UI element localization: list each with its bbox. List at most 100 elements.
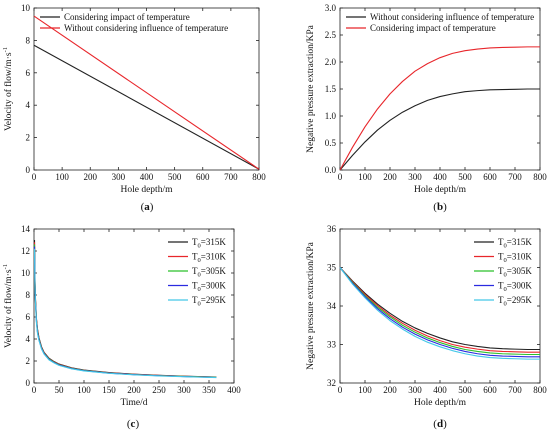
x-tick-label: 300 [408, 385, 422, 395]
series-line-5 [33, 248, 217, 379]
chart-panel-d: 0 100 200 300 400 500 600 700 800 32 33 34 35 36 Hole … [306, 224, 547, 430]
x-tick-label: 500 [458, 172, 472, 182]
x-tick-label: 300 [112, 172, 126, 182]
legend-label-suffix: =300K [507, 281, 533, 291]
x-tick-label: 500 [458, 385, 472, 395]
legend-label-3: T0=305K [498, 266, 532, 279]
legend-label-subscript: 0 [504, 286, 507, 293]
panel-caption: (c) [127, 418, 140, 430]
legend-label-main: T [498, 266, 504, 276]
panel-caption: (b) [433, 201, 447, 213]
series-line-2 [33, 15, 260, 170]
x-tick-label: 0 [338, 385, 343, 395]
series-line-2 [33, 242, 217, 378]
legend-label-main: T [498, 237, 504, 247]
y-axis-label-main: Velocity of flow/m·s [3, 269, 14, 348]
series-line-2 [339, 46, 540, 171]
x-tick-label: 400 [433, 172, 447, 182]
panel-caption-close: ) [135, 418, 139, 430]
panel-caption-letter: b [437, 201, 443, 213]
y-tick-label: 8 [26, 35, 31, 45]
x-tick-label: 50 [55, 385, 65, 395]
legend-label-subscript: 0 [504, 301, 507, 308]
legend-label-suffix: =310K [507, 252, 533, 262]
legend-label-2: T0=310K [498, 252, 532, 265]
y-tick-label: 6 [26, 312, 31, 322]
x-tick-label: 700 [508, 385, 522, 395]
panel-caption-close: ) [150, 201, 154, 213]
x-tick-label: 350 [202, 385, 216, 395]
x-tick-label: 400 [227, 385, 241, 395]
x-tick-label: 300 [408, 172, 422, 182]
legend-label-main: T [498, 252, 504, 262]
series-line-4 [33, 246, 217, 379]
legend-label-main: T [498, 281, 504, 291]
x-tick-label: 700 [508, 172, 522, 182]
chart-panel-a: 0 100 200 300 400 500 600 700 800 0 2 4 6 8 10 Hole dep… [2, 3, 266, 213]
x-tick-label: 200 [84, 172, 98, 182]
y-tick-label: 35 [327, 263, 337, 273]
y-tick-label: 0.0 [325, 165, 337, 175]
y-tick-label: 0.5 [325, 138, 337, 148]
x-tick-label: 100 [358, 385, 372, 395]
series-line-1 [339, 88, 540, 171]
x-tick-label: 100 [77, 385, 91, 395]
panel-caption-letter: d [437, 418, 443, 430]
y-tick-label: 10 [21, 3, 31, 13]
legend-label-main: T [498, 295, 504, 305]
y-tick-label: 0 [26, 165, 31, 175]
x-tick-label: 100 [55, 172, 69, 182]
panel-caption-open: ( [127, 418, 131, 430]
y-tick-label: 1.5 [325, 84, 337, 94]
y-axis-label: Velocity of flow/m·s-1 [2, 47, 14, 131]
x-tick-label: 500 [168, 172, 182, 182]
y-axis-label-main: Velocity of flow/m·s [3, 52, 14, 131]
y-tick-label: 14 [21, 224, 31, 234]
x-axis-label: Hole depth/m [414, 398, 467, 408]
y-axis-label: Negative pressure extraction/KPa [306, 241, 316, 369]
panel-caption: (d) [433, 418, 447, 430]
legend-label-suffix: =300K [201, 281, 227, 291]
y-tick-label: 4 [26, 100, 31, 110]
series-line-4 [339, 267, 540, 358]
y-axis-label: Velocity of flow/m·s-1 [2, 264, 14, 348]
x-axis-label: Time/d [120, 398, 147, 408]
y-axis-label-exponent: -1 [2, 264, 9, 269]
x-tick-label: 600 [196, 172, 210, 182]
legend-label-subscript: 0 [504, 272, 507, 279]
legend-label-suffix: =305K [201, 266, 227, 276]
legend-label-subscript: 0 [198, 272, 201, 279]
legend: Considering impact of temperatureWithout… [40, 12, 228, 33]
x-tick-label: 100 [358, 172, 372, 182]
x-tick-label: 200 [383, 385, 397, 395]
x-tick-label: 600 [483, 172, 497, 182]
legend-label-2: T0=310K [192, 252, 226, 265]
series-line-3 [33, 244, 217, 378]
y-tick-label: 33 [327, 340, 337, 350]
x-tick-label: 400 [433, 385, 447, 395]
y-tick-label: 2 [26, 133, 31, 143]
x-tick-label: 600 [483, 385, 497, 395]
legend-label-subscript: 0 [504, 243, 507, 250]
legend-label-subscript: 0 [198, 257, 201, 264]
legend-label-1: Without considering influence of tempera… [370, 12, 534, 22]
legend-label-suffix: =315K [201, 237, 227, 247]
y-tick-label: 36 [327, 224, 337, 234]
x-axis-label: Hole depth/m [121, 185, 174, 195]
chart-panel-b: 0 100 200 300 400 500 600 700 800 0.0 0.5 1.0 1.5 2.0… [306, 3, 547, 213]
legend-label-5: T0=295K [192, 295, 226, 308]
series-line-1 [339, 267, 540, 351]
series-line-1 [33, 239, 217, 378]
y-tick-label: 2.0 [325, 57, 337, 67]
panel-caption-letter: a [144, 201, 150, 213]
legend-label-suffix: =310K [201, 252, 227, 262]
chart-panel-c: 0 50 100 150 200 250 300 350 400 0 2 4 6 8 10 12 14 Time/… [2, 224, 241, 430]
legend-label-main: T [192, 295, 198, 305]
y-axis-label-exponent: -1 [2, 47, 9, 52]
x-tick-label: 800 [533, 385, 547, 395]
x-tick-label: 700 [224, 172, 238, 182]
x-tick-label: 200 [383, 172, 397, 182]
legend-label-main: T [192, 266, 198, 276]
